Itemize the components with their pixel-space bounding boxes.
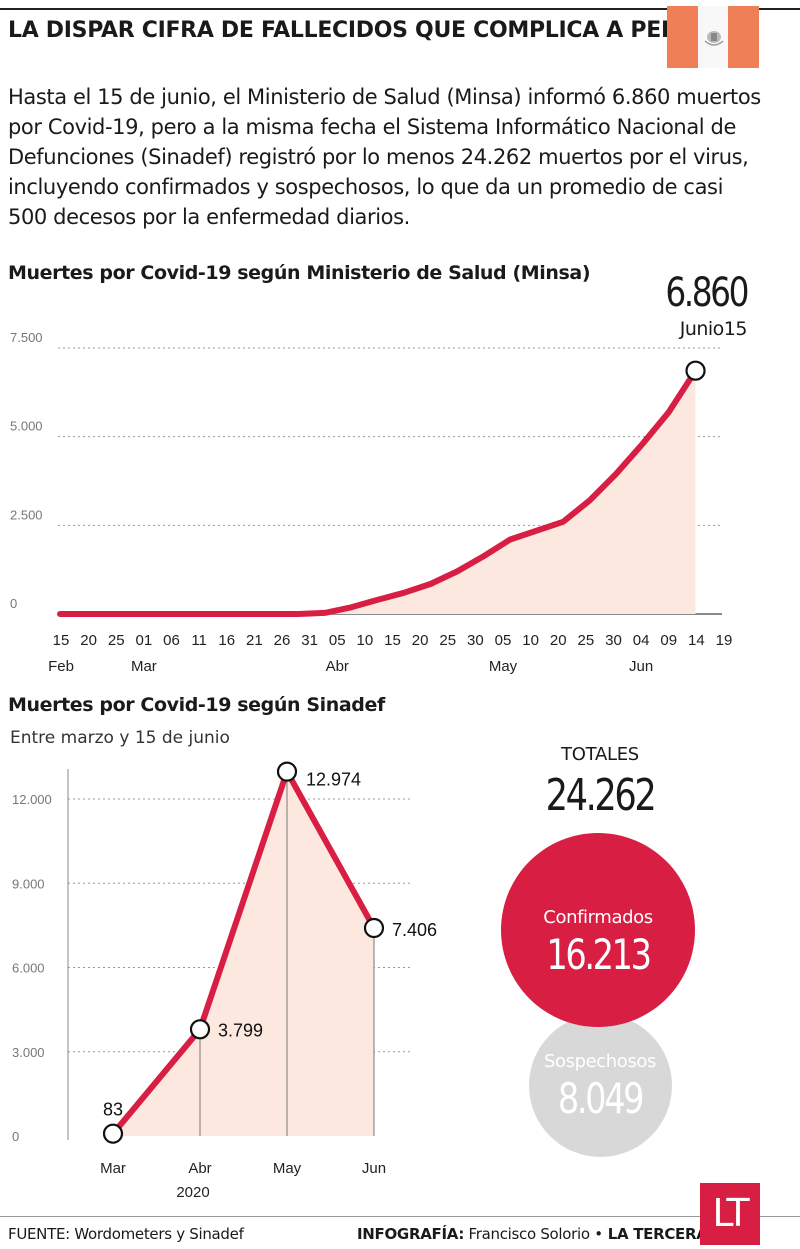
x-tick-label: 10 bbox=[357, 632, 374, 649]
month-label: Feb bbox=[48, 658, 74, 675]
y-tick-label: 0 bbox=[12, 1129, 19, 1144]
x-tick-label: 30 bbox=[605, 632, 622, 649]
headline: LA DISPAR CIFRA DE FALLECIDOS QUE COMPLI… bbox=[8, 18, 696, 43]
flag-band-center bbox=[697, 6, 729, 68]
x-tick-label: May bbox=[273, 1160, 302, 1177]
y-tick-label: 9.000 bbox=[12, 876, 45, 891]
y-tick-label: 0 bbox=[10, 596, 17, 611]
confirmed-bubble bbox=[501, 833, 695, 1027]
y-tick-label: 5.000 bbox=[10, 419, 43, 434]
sinadef-data-point bbox=[102, 1123, 124, 1144]
x-tick-label: Abr bbox=[188, 1160, 211, 1177]
infographic-credit: INFOGRAFÍA: Francisco Solorio • LA TERCE… bbox=[357, 1225, 708, 1243]
sinadef-chart-subtitle: Entre marzo y 15 de junio bbox=[10, 728, 230, 748]
coat-of-arms-icon bbox=[704, 31, 724, 46]
totals-value: 24.262 bbox=[545, 770, 657, 821]
credit-outlet: LA TERCERA bbox=[602, 1225, 708, 1243]
x-tick-label: 01 bbox=[136, 632, 153, 649]
x-tick-label: 19 bbox=[716, 632, 733, 649]
x-tick-label: 04 bbox=[633, 632, 650, 649]
sinadef-value-label: 12.974 bbox=[306, 770, 361, 790]
sinadef-chart-title: Muertes por Covid-19 según Sinadef bbox=[8, 694, 385, 716]
flag-band-right bbox=[728, 6, 760, 68]
suspected-label: Sospechosos bbox=[543, 1051, 656, 1072]
x-tick-label: 26 bbox=[274, 632, 291, 649]
x-tick-label: 20 bbox=[550, 632, 567, 649]
x-tick-label: 21 bbox=[246, 632, 263, 649]
minsa-highlight-value: 6.860 bbox=[665, 270, 749, 316]
x-tick-label: 20 bbox=[412, 632, 429, 649]
x-tick-label: Jun bbox=[362, 1160, 386, 1177]
x-tick-label: Mar bbox=[100, 1160, 126, 1177]
x-tick-label: 15 bbox=[53, 632, 70, 649]
x-tick-label: 05 bbox=[329, 632, 346, 649]
x-tick-label: 05 bbox=[495, 632, 512, 649]
credit-name: Francisco Solorio • bbox=[464, 1225, 603, 1243]
credit-label: INFOGRAFÍA: bbox=[357, 1225, 465, 1243]
minsa-highlight-date: Junio15 bbox=[679, 318, 748, 340]
x-tick-label: 14 bbox=[688, 632, 705, 649]
y-tick-label: 6.000 bbox=[12, 961, 45, 976]
flag-band-left bbox=[667, 6, 698, 68]
la-tercera-logo: LT bbox=[700, 1183, 760, 1245]
x-year-label: 2020 bbox=[176, 1184, 209, 1201]
x-tick-label: 09 bbox=[660, 632, 677, 649]
source-credit: FUENTE: Wordometers y Sinadef bbox=[8, 1225, 244, 1243]
sinadef-area-fill bbox=[113, 771, 374, 1136]
x-tick-label: 25 bbox=[439, 632, 456, 649]
suspected-bubble bbox=[529, 1014, 672, 1157]
x-tick-label: 16 bbox=[218, 632, 235, 649]
footer-rule bbox=[0, 1216, 800, 1217]
minsa-area-fill bbox=[60, 370, 696, 614]
x-tick-label: 15 bbox=[384, 632, 401, 649]
x-tick-label: 31 bbox=[301, 632, 318, 649]
minsa-last-point bbox=[685, 360, 706, 381]
x-tick-label: 20 bbox=[80, 632, 97, 649]
peru-flag bbox=[667, 6, 760, 68]
x-tick-label: 25 bbox=[108, 632, 125, 649]
suspected-value: 8.049 bbox=[557, 1074, 645, 1123]
month-label: Mar bbox=[131, 658, 157, 675]
month-label: Abr bbox=[326, 658, 349, 675]
minsa-area-chart: 0 2.500 5.000 7.500 15 20 25 01 06 11 16 21 26 31 05 10… bbox=[10, 330, 733, 675]
sinadef-area-chart: 0 3.000 6.000 9.000 12.000 83 3.799 12.974 7.406… bbox=[12, 761, 437, 1201]
totals-label: TOTALES bbox=[561, 744, 639, 765]
sinadef-series-line bbox=[110, 768, 377, 1137]
sinadef-data-point bbox=[363, 917, 385, 939]
sinadef-data-point bbox=[189, 1019, 211, 1040]
y-tick-label: 3.000 bbox=[12, 1045, 45, 1060]
month-label: May bbox=[489, 658, 518, 675]
y-tick-label: 7.500 bbox=[10, 330, 43, 345]
x-tick-label: 30 bbox=[467, 632, 484, 649]
sinadef-data-point bbox=[276, 761, 298, 782]
sinadef-value-label: 7.406 bbox=[392, 920, 437, 940]
sinadef-value-label: 3.799 bbox=[218, 1020, 263, 1040]
confirmed-label: Confirmados bbox=[543, 907, 653, 928]
x-tick-label: 06 bbox=[163, 632, 180, 649]
header-rule bbox=[0, 8, 800, 10]
y-tick-label: 12.000 bbox=[12, 792, 52, 807]
x-tick-label: 25 bbox=[578, 632, 595, 649]
confirmed-value: 16.213 bbox=[546, 930, 652, 979]
month-label: Jun bbox=[629, 658, 653, 675]
minsa-series-line bbox=[57, 367, 699, 617]
x-tick-label: 11 bbox=[191, 632, 207, 649]
y-tick-label: 2.500 bbox=[10, 507, 43, 522]
minsa-chart-title: Muertes por Covid-19 según Ministerio de… bbox=[8, 262, 591, 284]
x-tick-label: 10 bbox=[522, 632, 539, 649]
sinadef-value-label: 83 bbox=[103, 1100, 123, 1120]
intro-paragraph: Hasta el 15 de junio, el Ministerio de S… bbox=[8, 85, 761, 229]
